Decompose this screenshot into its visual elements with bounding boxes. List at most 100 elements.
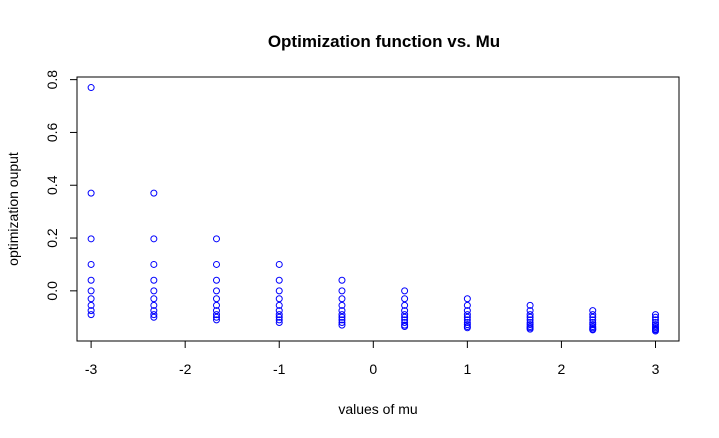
data-point [526,311,534,319]
data-point [150,287,158,295]
chart-title: Optimization function vs. Mu [268,32,500,51]
data-point [87,295,95,303]
data-point [150,260,158,268]
data-point [651,313,659,321]
data-point [463,313,471,321]
data-point [589,319,597,327]
data-point [212,313,220,321]
data-point [338,295,346,303]
data-point [150,301,158,309]
data-point [526,319,534,327]
data-point [212,316,220,324]
data-point [150,313,158,321]
data-point [463,307,471,315]
data-point [275,319,283,327]
data-point [589,307,597,315]
data-point [275,313,283,321]
data-point [463,319,471,327]
x-tick-label: -3 [85,361,98,377]
data-point [212,287,220,295]
data-point [87,311,95,319]
data-point [526,316,534,324]
data-point [275,316,283,324]
y-tick-label: 0.4 [44,175,60,195]
y-tick-label: 0.8 [44,70,60,90]
data-point [212,311,220,319]
x-axis-label: values of mu [338,401,417,417]
data-point [651,316,659,324]
data-point [401,319,409,327]
data-point [87,260,95,268]
data-point [338,321,346,329]
data-point [338,316,346,324]
data-point [589,316,597,324]
data-point [275,287,283,295]
data-point [87,84,95,92]
data-point [463,295,471,303]
data-point [87,287,95,295]
x-tick-label: -2 [179,361,192,377]
y-tick-label: 0.0 [44,281,60,301]
x-tick-label: 0 [369,361,377,377]
data-point [212,307,220,315]
data-point [401,307,409,315]
data-point [275,276,283,284]
data-point [338,313,346,321]
data-point [150,311,158,319]
data-point [275,260,283,268]
data-point [401,322,409,330]
data-point [338,311,346,319]
y-axis: 0.0 0.2 0.4 0.6 0.8 [44,70,78,301]
data-point [401,295,409,303]
data-point [212,235,220,243]
data-point [150,307,158,315]
data-point [212,260,220,268]
data-point [87,276,95,284]
data-point [275,307,283,315]
y-tick-label: 0.6 [44,122,60,142]
data-point [401,316,409,324]
data-point [212,301,220,309]
data-point [212,295,220,303]
x-tick-label: 2 [558,361,566,377]
data-point [87,189,95,197]
data-point [275,301,283,309]
data-point [526,307,534,315]
data-point [150,235,158,243]
plot-frame [76,76,680,342]
data-point [589,311,597,319]
x-tick-label: 1 [463,361,471,377]
data-point [275,311,283,319]
data-point [150,295,158,303]
data-point [651,311,659,319]
data-point [463,301,471,309]
data-point [401,313,409,321]
data-point [401,311,409,319]
x-axis: -3 -2 -1 0 1 2 3 [85,340,660,377]
data-point [87,301,95,309]
data-point [401,287,409,295]
x-tick-label: 3 [652,361,660,377]
data-point [338,287,346,295]
data-point [338,276,346,284]
y-axis-label: optimization ouput [5,152,21,266]
data-point [651,319,659,327]
data-point [401,301,409,309]
data-point [338,319,346,327]
data-point [589,313,597,321]
data-point [589,321,597,329]
data-point [150,189,158,197]
data-point [526,313,534,321]
data-point [651,327,659,335]
data-points [87,84,659,335]
data-point [338,301,346,309]
data-point [463,324,471,332]
data-point [526,321,534,329]
data-point [526,325,534,333]
data-point [338,307,346,315]
data-point [463,321,471,329]
data-point [87,235,95,243]
data-point [463,311,471,319]
x-tick-label: -1 [273,361,286,377]
